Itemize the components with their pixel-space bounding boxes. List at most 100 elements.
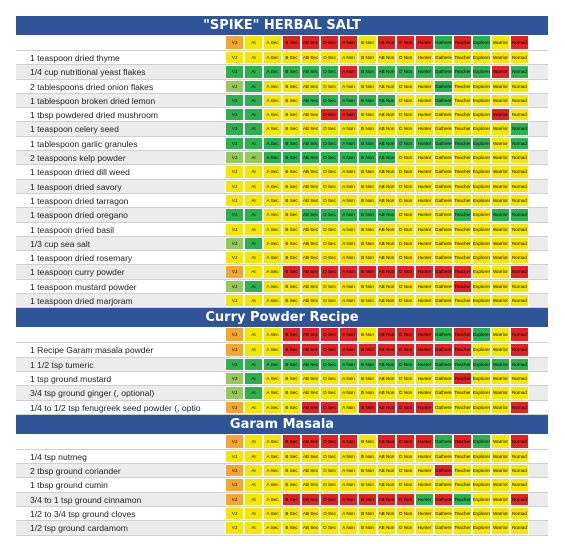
rating-cell: Hunter [415, 294, 434, 308]
rating-cell: A Non [339, 165, 358, 179]
rating-cell: O Non [396, 251, 415, 265]
rating-cell: Explorer [472, 507, 491, 521]
rating-cell: Nomad [510, 386, 529, 400]
column-header: B Sec [282, 433, 301, 449]
rating-cell: AB Non [377, 492, 396, 507]
rating-cell: O Non [396, 136, 415, 151]
rating-cell: Warrior [491, 371, 510, 386]
rating-cell: AI [244, 343, 263, 357]
ingredient-label: 1 teaspoon dried thyme [30, 53, 120, 63]
rating-cell: Warrior [491, 492, 510, 507]
ingredient-row: 1 tablespoon broken dried lemon VJ AI A Sec… [16, 93, 548, 109]
rating-cell: A Non [339, 357, 358, 371]
rating-cell: Teacher [453, 151, 472, 165]
rating-cell: Warrior [491, 449, 510, 464]
rating-cell: Hunter [415, 343, 434, 357]
rating-cell: Gatherer [434, 449, 453, 464]
rating-cell: Nomad [510, 251, 529, 265]
rating-cell: A Sec [263, 265, 282, 279]
rating-cell: Nomad [510, 165, 529, 179]
ingredient-row: 1/4 cup nutritional yeast flakes VJ AI A Se… [16, 65, 548, 80]
rating-cell: AI [244, 265, 263, 279]
ingredient-row: 1/2 tsp ground cardamom VJ AI A Sec B Sec AB … [16, 521, 548, 536]
ingredient-row: 2 teaspoons kelp powder VJ AI A Sec B Sec AB … [16, 151, 548, 166]
ingredient-label: 1/4 to 1/2 tsp fenugreek seed powder (, … [30, 402, 201, 413]
rating-cell: AB Sec [301, 294, 320, 308]
column-header: AI [244, 433, 263, 449]
rating-cell: AB Sec [301, 265, 320, 279]
column-header-row: VJ AI A Sec B Sec AB Sec O Sec A Non B Non AB No… [16, 327, 548, 344]
column-header: Explorer [472, 327, 491, 343]
column-header: B Non [358, 35, 377, 50]
rating-cell: A Sec [263, 357, 282, 371]
rating-cell: A Sec [263, 343, 282, 357]
rating-cell: Nomad [510, 449, 529, 464]
rating-cell: Warrior [491, 165, 510, 179]
rating-cell: AI [244, 400, 263, 414]
rating-cell: Gatherer [434, 400, 453, 414]
rating-cell: AB Sec [301, 93, 320, 108]
ingredient-label: 1 teaspoon curry powder [30, 267, 125, 278]
column-header: B Non [358, 433, 377, 449]
rating-cell: B Sec [282, 65, 301, 79]
column-header: O Sec [320, 433, 339, 449]
rating-cell: Nomad [510, 151, 529, 165]
rating-cell: O Non [396, 122, 415, 136]
rating-cell: Hunter [415, 251, 434, 265]
rating-cell: Nomad [510, 208, 529, 222]
rating-cell: O Non [396, 492, 415, 507]
rating-cell: Teacher [453, 464, 472, 478]
rating-cell: Gatherer [434, 108, 453, 122]
rating-cell: B Non [358, 222, 377, 236]
rating-cell: AB Non [377, 122, 396, 136]
rating-cell: Nomad [510, 478, 529, 492]
rating-cell: VJ [225, 449, 244, 464]
column-header: Nomad [510, 327, 529, 343]
rating-cell: Warrior [491, 222, 510, 236]
rating-cell: Gatherer [434, 386, 453, 400]
column-header: Nomad [510, 35, 529, 50]
rating-cell: VJ [225, 492, 244, 507]
column-header: Nomad [510, 433, 529, 449]
rating-cell: Warrior [491, 386, 510, 400]
rating-cell: AB Sec [301, 79, 320, 93]
column-header: Gatherer [434, 433, 453, 449]
rating-cell: Explorer [472, 236, 491, 251]
rating-cell: A Non [339, 208, 358, 222]
rating-cell: Warrior [491, 79, 510, 93]
rating-cell: Explorer [472, 251, 491, 265]
rating-cell: Hunter [415, 371, 434, 386]
rating-cell: AB Non [377, 236, 396, 251]
rating-cell: AB Non [377, 93, 396, 108]
rating-cell: Hunter [415, 521, 434, 535]
rating-cell: Hunter [415, 449, 434, 464]
column-header: Warrior [491, 433, 510, 449]
ingredient-label: 1/3 cup sea salt [30, 238, 91, 249]
ingredient-label: 1/2 tsp ground cardamom [30, 523, 128, 534]
ingredient-label: 1 teaspoon celery seed [30, 124, 119, 135]
rating-cell: B Non [358, 208, 377, 222]
rating-cell: VJ [225, 343, 244, 357]
rating-cell: A Sec [263, 193, 282, 208]
rating-cell: VJ [225, 151, 244, 165]
column-header: AI [244, 327, 263, 343]
rating-cell: Gatherer [434, 236, 453, 251]
ingredient-label: 1 teaspoon dried rosemary [30, 253, 133, 264]
rating-cell: AI [244, 122, 263, 136]
rating-cell: Gatherer [434, 507, 453, 521]
rating-cell: Hunter [415, 193, 434, 208]
rating-cell: Nomad [510, 400, 529, 414]
rating-cell: AB Sec [301, 464, 320, 478]
rating-cell: AB Sec [301, 371, 320, 386]
rating-cell: AB Sec [301, 136, 320, 151]
rating-cell: AI [244, 65, 263, 79]
rating-cell: VJ [225, 279, 244, 294]
rating-cell: Hunter [415, 165, 434, 179]
column-header: A Sec [263, 433, 282, 449]
rating-cell: AB Sec [301, 251, 320, 265]
rating-cell: AI [244, 136, 263, 151]
rating-cell: Gatherer [434, 136, 453, 151]
ingredient-label: 2 tbsp ground coriander [30, 466, 121, 477]
rating-cell: AB Non [377, 400, 396, 414]
ingredient-label: 1 teaspoon dried basil [30, 224, 115, 235]
